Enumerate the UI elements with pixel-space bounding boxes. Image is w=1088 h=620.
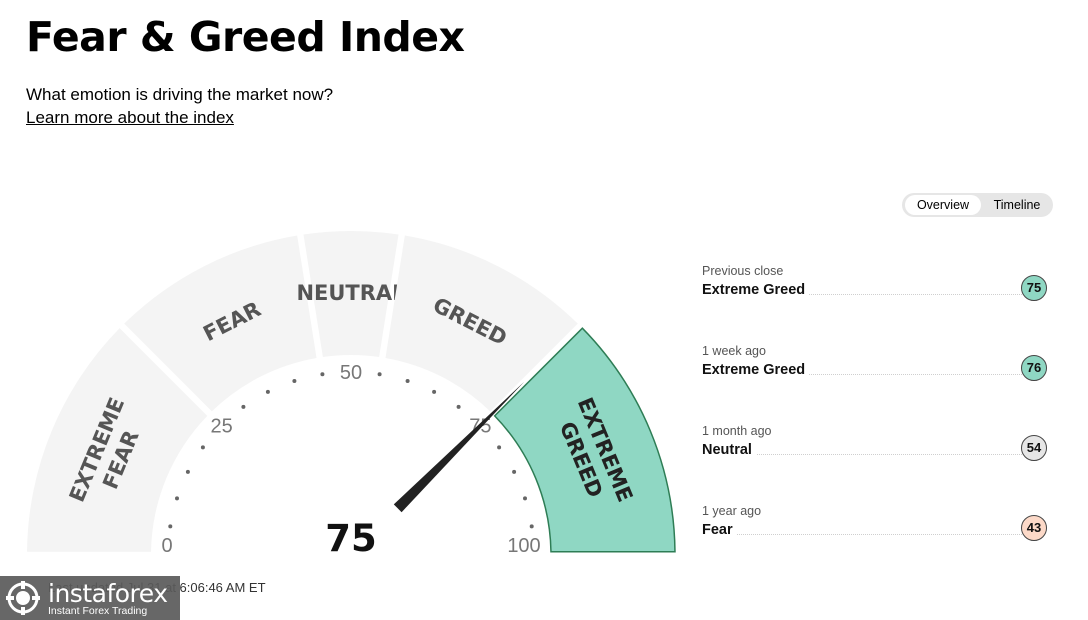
gauge-tick-dot	[405, 379, 410, 383]
gauge-tick-label: 50	[340, 362, 362, 384]
gauge-tick-label: 0	[161, 535, 172, 557]
learn-more-link[interactable]: Learn more about the index	[26, 108, 234, 127]
gauge-label-line: NEUTRAL	[296, 281, 405, 305]
gauge-tick-dot	[523, 496, 527, 501]
history-row-1-week-ago: 1 week ago Extreme Greed 76	[702, 344, 1052, 404]
watermark-brand: instaforex	[48, 579, 168, 608]
gauge-tick-dot	[320, 372, 325, 377]
gauge-tick-label: 25	[210, 416, 232, 438]
gauge-tick-dot	[241, 404, 246, 409]
history-row-divider	[702, 374, 1032, 375]
gauge-tick-dot	[292, 379, 297, 383]
history-value-badge: 43	[1021, 515, 1047, 541]
history-rating: Extreme Greed	[702, 282, 810, 298]
gauge-tick-dot	[200, 445, 205, 450]
gauge-segment-greed	[385, 235, 578, 412]
history-period: 1 year ago	[702, 504, 762, 518]
history-period: 1 month ago	[702, 424, 772, 438]
history-rating: Fear	[702, 522, 737, 538]
gauge-segment-fear	[124, 235, 317, 412]
gauge-tick-dot	[456, 404, 461, 409]
gauge-tick-dot	[529, 524, 534, 529]
history-period: 1 week ago	[702, 344, 766, 358]
gauge-center-disk	[284, 488, 418, 575]
gauge-tick-dot	[432, 389, 437, 394]
history-row-divider	[702, 294, 1032, 295]
gauge-segment-neutral	[303, 231, 399, 357]
gauge-tick-dot	[512, 469, 517, 474]
history-value-badge: 54	[1021, 435, 1047, 461]
history-row-1-month-ago: 1 month ago Neutral 54	[702, 424, 1052, 484]
history-value-badge: 76	[1021, 355, 1047, 381]
history-rating: Extreme Greed	[702, 362, 810, 378]
gauge-tick-dot	[497, 445, 502, 450]
page-title: Fear & Greed Index	[26, 13, 465, 61]
history-row-divider	[702, 534, 1032, 535]
instaforex-watermark: instaforex Instant Forex Trading	[0, 576, 180, 620]
gauge-segment-extreme-fear	[27, 328, 208, 552]
history-period: Previous close	[702, 264, 784, 278]
history-value-badge: 75	[1021, 275, 1047, 301]
gauge-tick-dot	[377, 372, 382, 377]
gauge-value: 75	[325, 517, 377, 560]
gauge-label-neutral: NEUTRAL	[296, 281, 405, 305]
watermark-tagline: Instant Forex Trading	[48, 605, 148, 617]
gauge-tick-dot	[265, 389, 270, 394]
timeline-toggle-button[interactable]: Timeline	[993, 198, 1041, 212]
gauge-segment-extreme-greed	[493, 327, 676, 553]
history-row-previous-close: Previous close Extreme Greed 75	[702, 264, 1052, 324]
history-row-divider	[702, 454, 1032, 455]
view-toggle: Overview Timeline	[902, 193, 1053, 217]
gauge-tick-label: 100	[507, 535, 540, 557]
gauge-needle	[393, 381, 525, 513]
page-subtitle: What emotion is driving the market now?	[26, 85, 334, 104]
gauge-tick-dot	[185, 469, 190, 474]
history-row-1-year-ago: 1 year ago Fear 43	[702, 504, 1052, 564]
gauge-tick-dot	[168, 524, 173, 529]
gauge-tick-dot	[175, 496, 179, 501]
overview-toggle-button[interactable]: Overview	[905, 195, 981, 215]
history-rating: Neutral	[702, 442, 756, 458]
instaforex-logo-icon	[6, 581, 40, 615]
